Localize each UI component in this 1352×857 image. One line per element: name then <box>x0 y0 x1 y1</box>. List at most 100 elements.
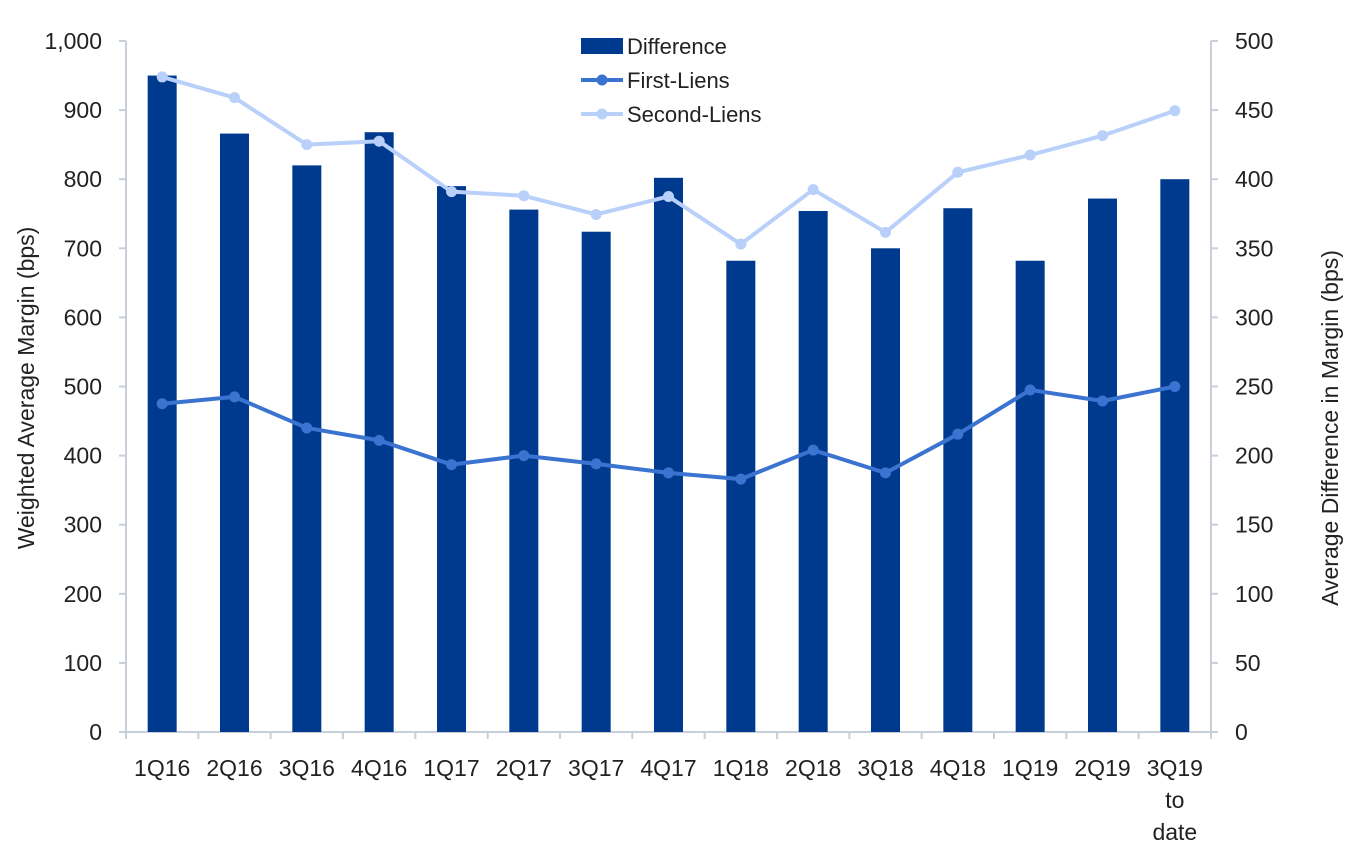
x-tick-label: 4Q16 <box>351 755 407 781</box>
x-tick-label: 2Q16 <box>206 755 262 781</box>
legend-swatch-marker <box>596 108 608 120</box>
data-point-second-liens <box>229 92 240 104</box>
y-tick-label-right: 500 <box>1235 28 1273 54</box>
data-point-second-liens <box>1097 130 1108 142</box>
data-point-first-liens <box>1169 381 1181 392</box>
legend-label: First-Liens <box>627 68 730 93</box>
bar-difference <box>798 210 828 733</box>
bar-difference <box>437 186 466 733</box>
data-point-second-liens <box>735 238 747 250</box>
bar-difference <box>509 209 539 732</box>
y-tick-label-right: 50 <box>1235 650 1261 676</box>
data-point-second-liens <box>373 135 385 147</box>
x-tick-label: 2Q17 <box>496 755 552 781</box>
data-point-second-liens <box>952 166 964 178</box>
data-point-second-liens <box>663 190 674 202</box>
y-tick-label-left: 0 <box>89 719 102 745</box>
x-tick-label: 3Q17 <box>568 755 624 781</box>
data-point-first-liens <box>156 398 168 410</box>
y-tick-label-left: 300 <box>64 512 102 538</box>
bar-difference <box>943 208 973 733</box>
bar-series-difference <box>147 75 1190 733</box>
legend-item-first-liens: First-Liens <box>581 68 730 93</box>
y-tick-label-left: 200 <box>64 581 102 607</box>
data-point-first-liens <box>590 458 602 470</box>
legend-item-second-liens: Second-Liens <box>581 102 762 127</box>
legend-swatch-bar <box>581 38 623 54</box>
y-tick-label-right: 450 <box>1235 97 1273 123</box>
x-tick-label: 4Q17 <box>640 755 696 781</box>
y-tick-label-left: 900 <box>64 97 102 123</box>
legend-item-difference: Difference <box>581 34 727 59</box>
data-point-first-liens <box>301 422 313 434</box>
data-point-first-liens <box>663 467 674 479</box>
data-point-second-liens <box>880 226 891 238</box>
y-tick-label-right: 200 <box>1235 443 1273 469</box>
x-tick-label: 2Q18 <box>785 755 841 781</box>
data-point-first-liens <box>735 473 747 485</box>
data-point-second-liens <box>807 184 819 196</box>
bar-difference <box>1160 179 1190 732</box>
y-tick-label-left: 600 <box>64 304 102 330</box>
x-tick-label: 1Q19 <box>1002 755 1058 781</box>
x-tick-label: 1Q18 <box>713 755 769 781</box>
data-point-second-liens <box>1169 105 1181 117</box>
y-tick-label-left: 100 <box>64 650 102 676</box>
data-point-second-liens <box>1024 149 1036 161</box>
x-tick-label: 3Q19 to date <box>1147 755 1203 845</box>
bar-difference <box>1088 198 1117 733</box>
y-tick-label-left: 1,000 <box>44 28 102 54</box>
data-point-first-liens <box>446 459 457 471</box>
legend-label: Difference <box>627 34 727 59</box>
data-point-first-liens <box>229 391 240 403</box>
data-point-first-liens <box>880 467 891 479</box>
y-tick-label-right: 250 <box>1235 374 1273 400</box>
y-tick-label-right: 0 <box>1235 719 1248 745</box>
bar-difference <box>1015 260 1045 732</box>
y-tick-label-left: 400 <box>64 443 102 469</box>
bar-difference <box>654 177 683 732</box>
line-series-first-liens <box>156 381 1181 485</box>
bar-difference <box>220 133 249 732</box>
y-axis-title-right: Average Difference in Margin (bps) <box>1317 250 1343 606</box>
y-axis-title-left: Weighted Average Margin (bps) <box>13 227 39 550</box>
data-point-second-liens <box>590 208 602 220</box>
y-tick-label-right: 300 <box>1235 304 1273 330</box>
data-point-first-liens <box>807 444 819 456</box>
data-point-first-liens <box>952 428 964 440</box>
line-series-second-liens <box>156 71 1181 250</box>
y-tick-label-right: 150 <box>1235 512 1273 538</box>
data-point-first-liens <box>1097 395 1108 407</box>
y-tick-label-left: 800 <box>64 166 102 192</box>
legend: Difference First-Liens Second-Liens <box>581 34 762 127</box>
x-tick-label: 3Q18 <box>857 755 913 781</box>
bar-difference <box>871 248 900 733</box>
data-point-second-liens <box>446 186 457 198</box>
y-tick-label-right: 100 <box>1235 581 1273 607</box>
y-tick-label-left: 700 <box>64 235 102 261</box>
data-point-first-liens <box>518 450 530 462</box>
x-tick-label: 3Q16 <box>279 755 335 781</box>
data-point-first-liens <box>373 434 385 446</box>
x-tick-label: 2Q19 <box>1074 755 1130 781</box>
y-tick-label-right: 350 <box>1235 235 1273 261</box>
y-tick-label-right: 400 <box>1235 166 1273 192</box>
data-point-second-liens <box>156 71 168 83</box>
line-series <box>156 71 1181 485</box>
data-point-first-liens <box>1024 384 1036 396</box>
bar-difference <box>364 132 394 732</box>
axes: 0 100 200 300 400 500 600 700 800 900 1,000 0 50 100 1… <box>44 28 1273 845</box>
legend-label: Second-Liens <box>627 102 762 127</box>
x-tick-label: 4Q18 <box>930 755 986 781</box>
x-tick-label: 1Q17 <box>423 755 479 781</box>
legend-swatch-marker <box>596 74 608 86</box>
x-tick-label: 1Q16 <box>134 755 190 781</box>
data-point-second-liens <box>518 190 530 202</box>
bar-difference <box>726 260 756 732</box>
bar-difference <box>292 165 322 732</box>
y-tick-label-left: 500 <box>64 374 102 400</box>
data-point-second-liens <box>301 139 313 151</box>
bar-difference <box>581 231 611 732</box>
